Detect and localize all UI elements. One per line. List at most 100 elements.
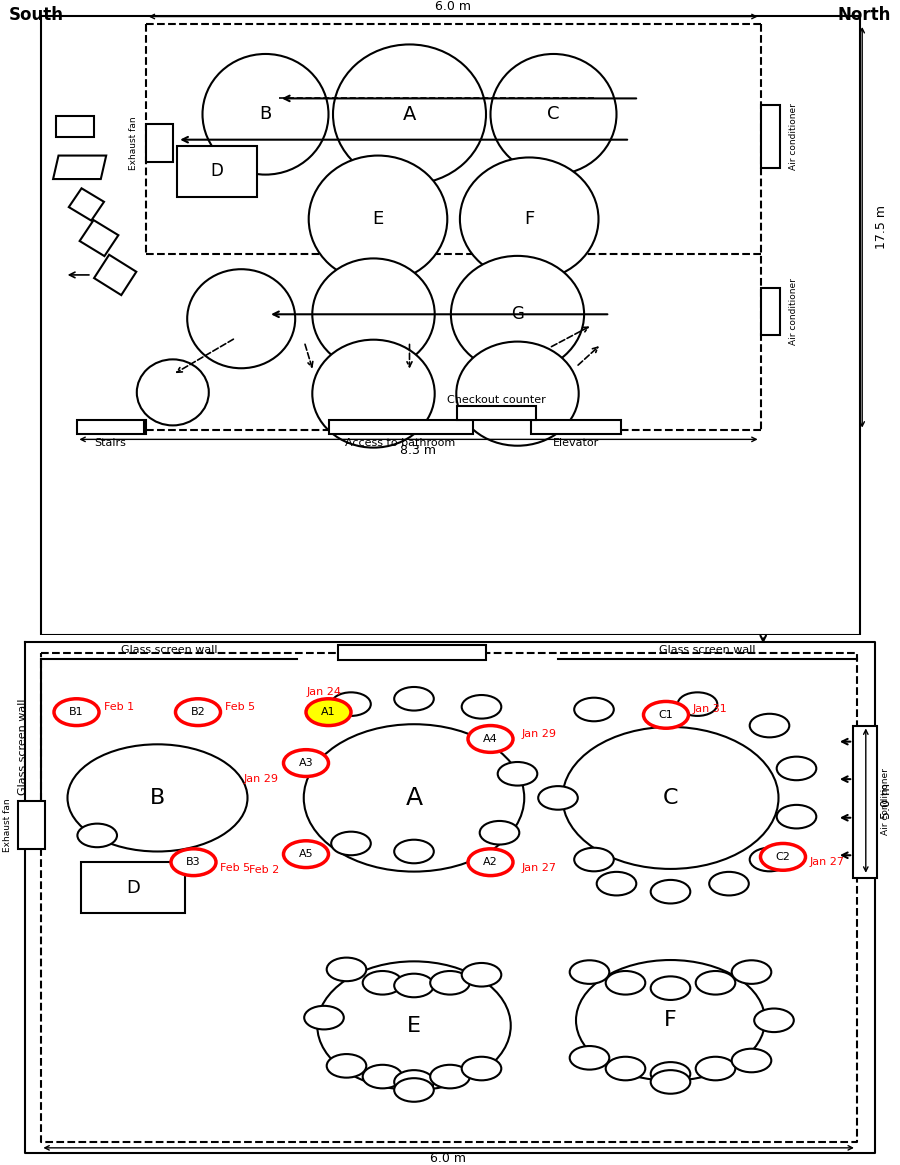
Circle shape xyxy=(394,1078,434,1102)
Circle shape xyxy=(306,699,351,726)
Circle shape xyxy=(468,849,513,876)
Text: Feb 1: Feb 1 xyxy=(104,701,133,712)
Bar xyxy=(338,645,486,661)
Circle shape xyxy=(732,960,771,984)
Ellipse shape xyxy=(491,54,617,175)
Ellipse shape xyxy=(304,725,524,871)
Circle shape xyxy=(777,805,816,828)
Ellipse shape xyxy=(333,44,486,184)
Text: Jan 27: Jan 27 xyxy=(810,857,845,867)
Circle shape xyxy=(651,880,690,904)
Ellipse shape xyxy=(202,54,328,175)
Circle shape xyxy=(462,696,501,719)
Circle shape xyxy=(754,1009,794,1032)
Circle shape xyxy=(574,698,614,721)
Circle shape xyxy=(284,750,328,777)
Text: 5.0 m: 5.0 m xyxy=(880,783,893,819)
Circle shape xyxy=(651,976,690,1000)
Polygon shape xyxy=(94,255,136,295)
Ellipse shape xyxy=(576,960,765,1081)
Bar xyxy=(328,419,472,433)
Circle shape xyxy=(327,1054,366,1078)
Text: Air conditioner: Air conditioner xyxy=(881,768,890,835)
Text: A2: A2 xyxy=(483,857,498,867)
Bar xyxy=(146,123,173,162)
Text: Elevator: Elevator xyxy=(553,438,599,449)
Circle shape xyxy=(498,762,537,785)
Bar xyxy=(760,105,780,168)
Circle shape xyxy=(760,843,806,870)
Circle shape xyxy=(651,1071,690,1094)
Polygon shape xyxy=(68,189,104,220)
Text: Feb 5: Feb 5 xyxy=(225,701,255,712)
Circle shape xyxy=(480,821,519,845)
Text: North: North xyxy=(838,6,891,24)
Text: B3: B3 xyxy=(186,857,201,867)
Bar xyxy=(531,419,621,433)
Circle shape xyxy=(750,714,789,737)
Circle shape xyxy=(678,692,717,716)
Text: A4: A4 xyxy=(483,734,498,744)
Bar xyxy=(760,288,780,336)
Circle shape xyxy=(304,1005,344,1030)
Text: Access to bathroom: Access to bathroom xyxy=(346,438,455,449)
Text: B: B xyxy=(150,788,165,807)
Text: 6.0 m: 6.0 m xyxy=(430,1152,466,1165)
Text: C: C xyxy=(547,105,560,123)
Bar xyxy=(853,726,877,878)
Text: A1: A1 xyxy=(321,707,336,718)
Text: Jan 24: Jan 24 xyxy=(307,687,341,697)
Circle shape xyxy=(176,699,220,726)
Circle shape xyxy=(570,1046,609,1069)
Text: South: South xyxy=(9,6,64,24)
Text: Jan 29: Jan 29 xyxy=(522,728,557,739)
Text: Exhaust fan: Exhaust fan xyxy=(3,798,12,852)
Circle shape xyxy=(430,970,470,995)
Text: Jan 29: Jan 29 xyxy=(244,775,279,784)
Circle shape xyxy=(462,963,501,987)
Polygon shape xyxy=(79,220,119,256)
Circle shape xyxy=(331,692,371,716)
Ellipse shape xyxy=(562,727,778,869)
Polygon shape xyxy=(53,156,106,179)
Circle shape xyxy=(651,1062,690,1086)
Text: F: F xyxy=(664,1010,677,1030)
Text: D: D xyxy=(211,162,223,181)
Text: 8.3 m: 8.3 m xyxy=(400,445,436,458)
Text: Air conditioner: Air conditioner xyxy=(789,277,798,345)
Circle shape xyxy=(597,871,636,896)
Text: Glass screen wall: Glass screen wall xyxy=(18,699,29,796)
Circle shape xyxy=(709,871,749,896)
Text: Feb 2: Feb 2 xyxy=(248,866,279,875)
Ellipse shape xyxy=(451,256,584,373)
Text: A: A xyxy=(405,786,423,810)
Text: Glass screen wall: Glass screen wall xyxy=(121,644,218,655)
Text: B: B xyxy=(259,105,272,123)
Circle shape xyxy=(574,848,614,871)
Bar xyxy=(56,115,94,136)
Circle shape xyxy=(284,841,328,868)
Ellipse shape xyxy=(317,961,511,1090)
Ellipse shape xyxy=(309,156,447,283)
Bar xyxy=(76,419,144,433)
Circle shape xyxy=(606,970,645,995)
Text: E: E xyxy=(407,1016,421,1036)
Bar xyxy=(457,407,536,421)
Circle shape xyxy=(68,744,248,852)
Ellipse shape xyxy=(312,340,435,447)
Text: 6.0 m: 6.0 m xyxy=(435,0,471,13)
Bar xyxy=(177,146,256,197)
Text: C: C xyxy=(662,788,679,807)
Circle shape xyxy=(468,726,513,753)
Circle shape xyxy=(394,974,434,997)
Circle shape xyxy=(394,1071,434,1094)
Circle shape xyxy=(171,849,216,876)
Ellipse shape xyxy=(137,359,209,425)
Text: Stairs: Stairs xyxy=(94,438,126,449)
Text: D: D xyxy=(126,878,140,897)
Ellipse shape xyxy=(312,259,435,370)
Circle shape xyxy=(363,970,402,995)
Text: B1: B1 xyxy=(69,707,84,718)
Circle shape xyxy=(570,960,609,984)
Circle shape xyxy=(732,1048,771,1072)
